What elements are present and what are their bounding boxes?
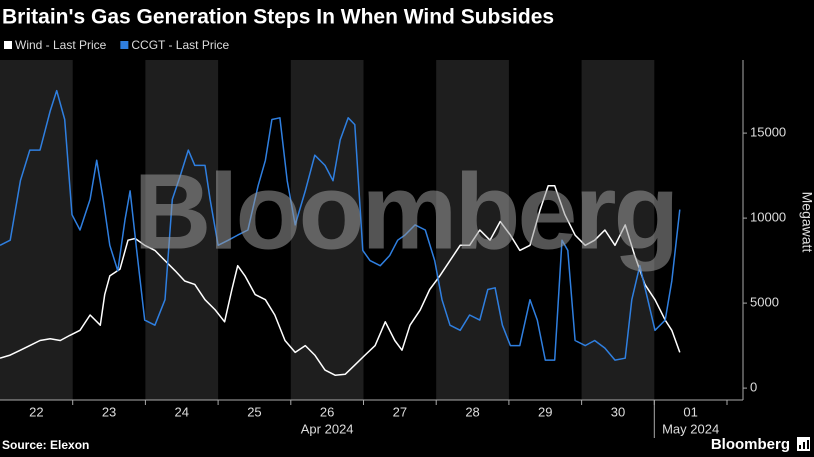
source: Source: Elexon [2, 438, 89, 452]
brand-icon-bar [799, 445, 801, 449]
day-band [581, 60, 655, 400]
day-band [436, 60, 509, 400]
y-tick-label: 0 [750, 380, 757, 395]
x-group-label: May 2024 [662, 421, 719, 436]
day-bands [0, 60, 655, 400]
x-tick-label: 26 [320, 404, 334, 419]
x-tick-label: 29 [538, 404, 552, 419]
brand: Bloomberg [711, 436, 790, 453]
x-tick-label: 24 [175, 404, 189, 419]
x-tick-label: 23 [102, 404, 116, 419]
series-line [0, 185, 681, 376]
x-tick-label: 01 [683, 404, 697, 419]
legend-label: Wind - Last Price [15, 38, 107, 52]
brand-icon-bar [807, 440, 809, 449]
x-tick-label: 28 [465, 404, 479, 419]
chart-title: Britain's Gas Generation Steps In When W… [2, 6, 554, 29]
day-band [290, 60, 364, 400]
x-tick-label: 27 [393, 404, 407, 419]
y-tick-label: 5000 [750, 295, 779, 310]
legend-swatch [4, 41, 12, 49]
x-tick-label: 22 [29, 404, 43, 419]
legend-swatch [120, 41, 129, 49]
watermark: Bloomberg [133, 151, 676, 272]
series-line [0, 89, 681, 361]
brand-icon [797, 437, 810, 451]
x-group-label: Apr 2024 [301, 421, 354, 436]
legend-label: CCGT - Last Price [131, 38, 229, 52]
y-tick-label: 10000 [750, 210, 786, 225]
day-band [145, 60, 219, 400]
brand-icon-bar [803, 442, 805, 449]
y-axis-label: Megawatt [799, 192, 814, 253]
y-tick-label: 15000 [750, 125, 786, 140]
x-tick-label: 30 [611, 404, 625, 419]
x-tick-label: 25 [247, 404, 261, 419]
